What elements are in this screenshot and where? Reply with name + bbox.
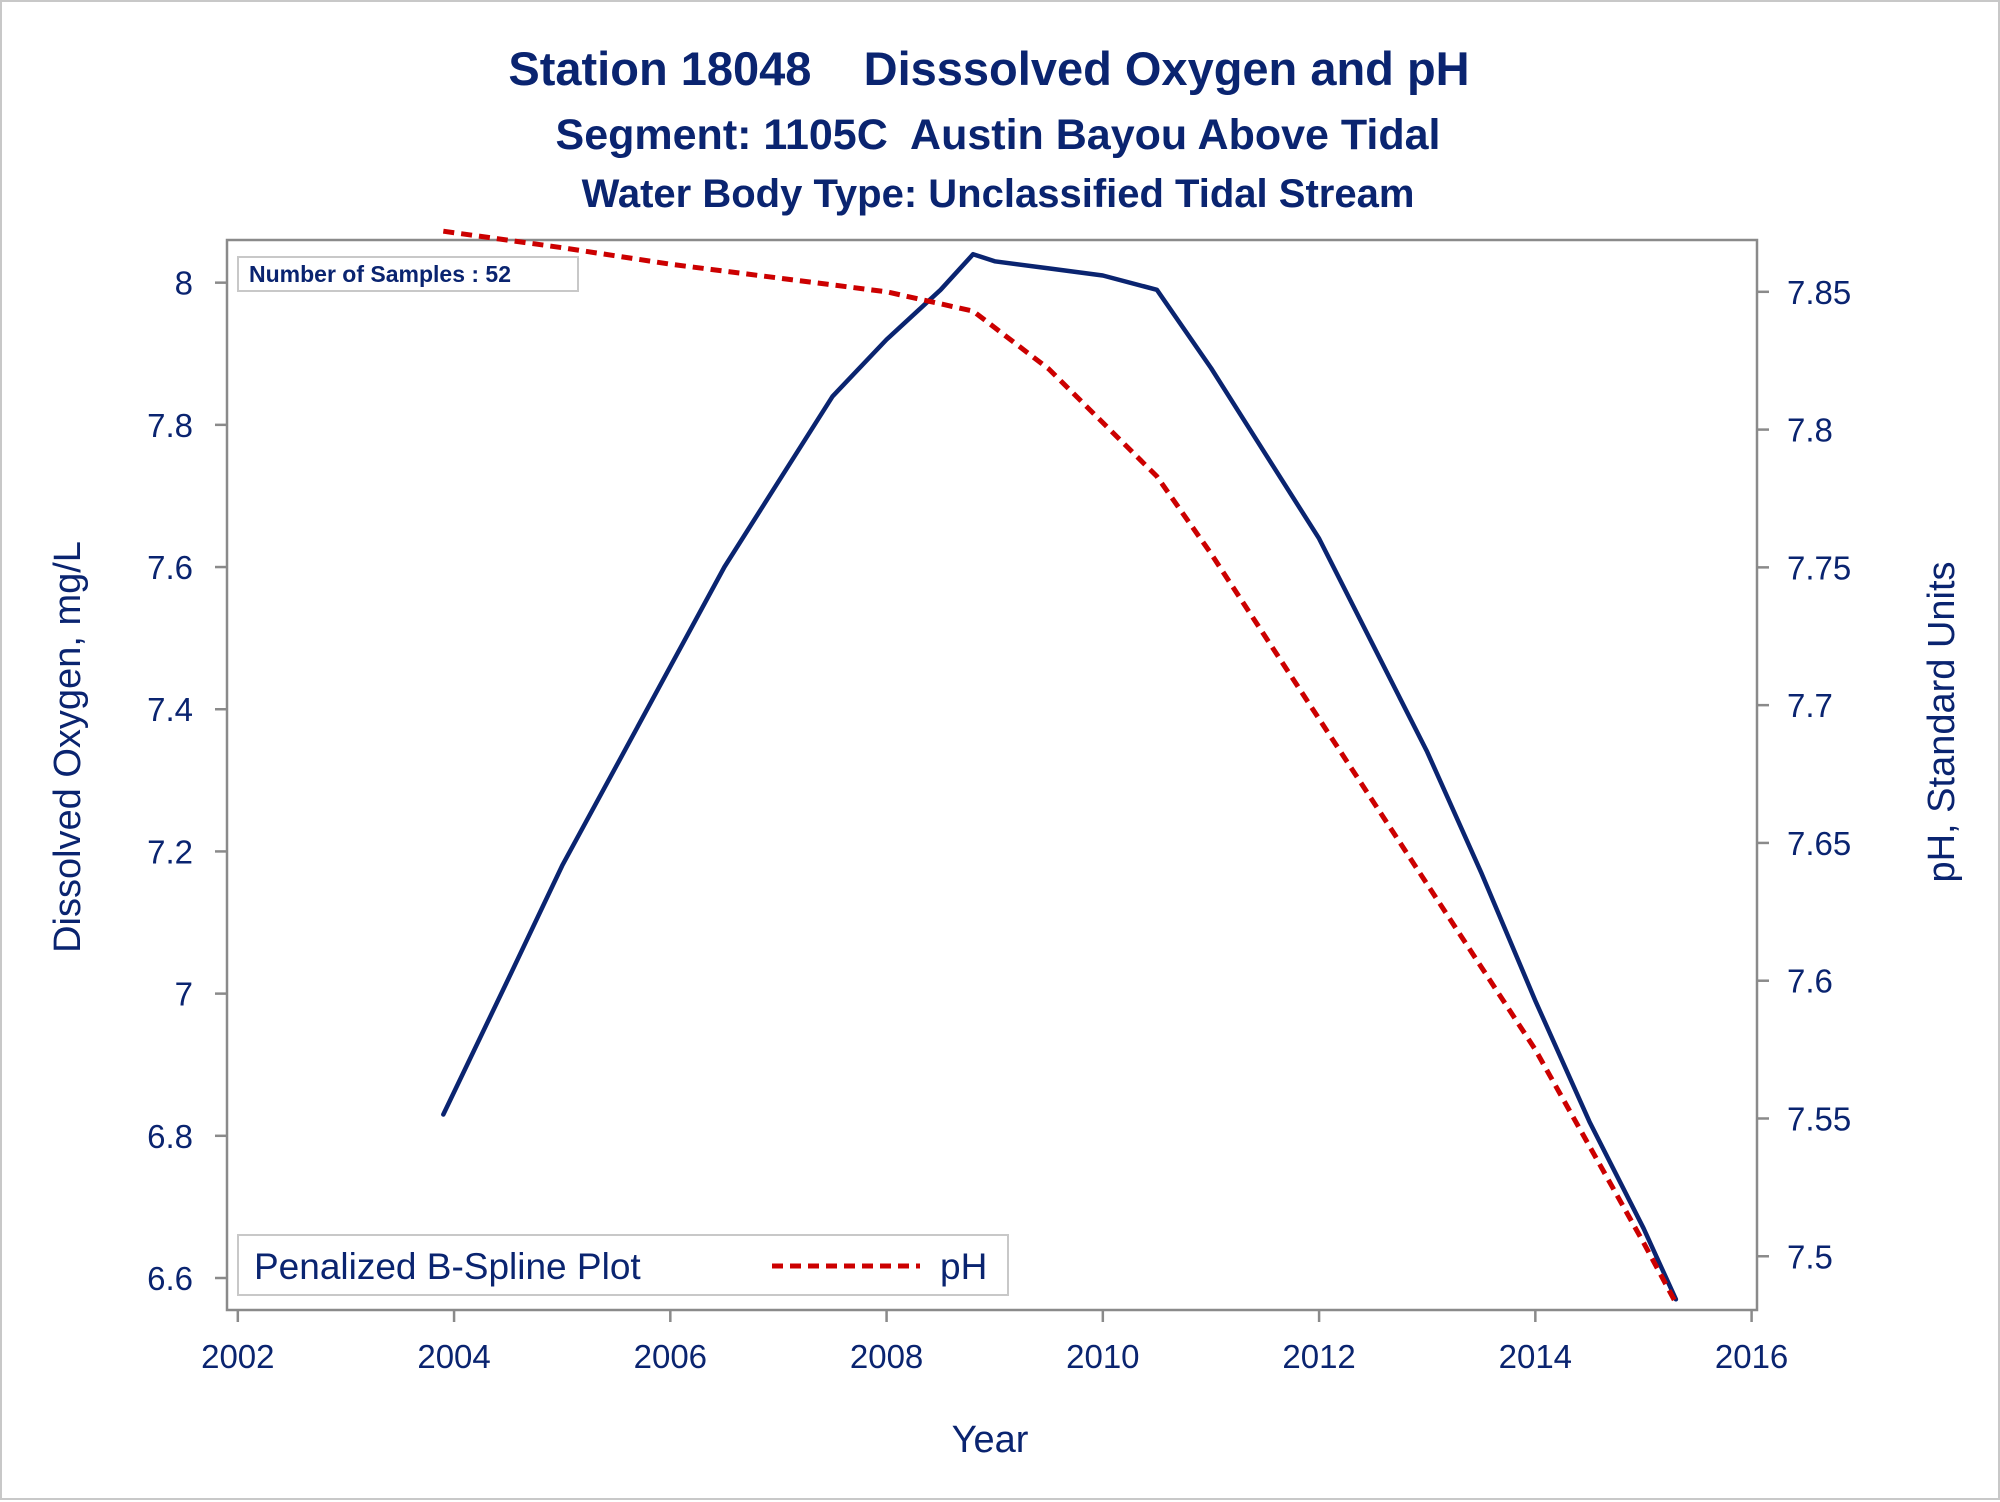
y-tick-label: 7.8 [147, 407, 193, 444]
y-axis-label: Dissolved Oxygen, mg/L [47, 541, 89, 953]
y-tick-label: 7.6 [147, 549, 193, 586]
y2-axis-ticks: 7.5 7.55 7.6 7.65 7.7 7.75 7.8 7.85 [1757, 274, 1851, 1275]
legend-entry-ph: pH [940, 1246, 987, 1287]
chart-subtitle: Segment: 1105C Austin Bayou Above Tidal [556, 111, 1441, 159]
legend: Penalized B-Spline Plot pH [237, 1234, 1009, 1296]
y2-tick-label: 7.65 [1787, 825, 1851, 862]
x-tick-label: 2006 [634, 1338, 707, 1375]
x-tick-label: 2002 [201, 1338, 274, 1375]
x-tick-label: 2010 [1066, 1338, 1139, 1375]
x-tick-label: 2014 [1499, 1338, 1572, 1375]
y2-tick-label: 7.85 [1787, 274, 1851, 311]
x-axis-label: Year [952, 1419, 1029, 1461]
x-tick-label: 2012 [1282, 1338, 1355, 1375]
y-tick-label: 6.8 [147, 1118, 193, 1155]
x-tick-label: 2004 [417, 1338, 490, 1375]
series-layer [441, 228, 1679, 1305]
sample-count-text: Number of Samples : 52 [249, 261, 511, 287]
sample-count-box: Number of Samples : 52 [237, 256, 579, 292]
y-tick-label: 7.4 [147, 691, 193, 728]
dissolved-oxygen-series-line [441, 251, 1679, 1302]
y-axis-ticks: 6.6 6.8 7 7.2 7.4 7.6 7.8 8 [147, 265, 227, 1297]
y-tick-label: 6.6 [147, 1260, 193, 1297]
ph-series-line [442, 228, 1679, 1305]
x-tick-label: 2008 [850, 1338, 923, 1375]
chart-subtitle-2: Water Body Type: Unclassified Tidal Stre… [582, 172, 1415, 216]
x-axis-ticks: 2002 2004 2006 2008 2010 2012 2014 2016 [201, 1310, 1788, 1375]
y2-tick-label: 7.8 [1787, 412, 1833, 449]
y2-tick-label: 7.75 [1787, 549, 1851, 586]
y2-tick-label: 7.6 [1787, 963, 1833, 1000]
x-tick-label: 2016 [1715, 1338, 1788, 1375]
plot-area [225, 238, 1759, 1312]
y-tick-label: 8 [175, 265, 193, 302]
y-tick-label: 7 [175, 976, 193, 1013]
y2-tick-label: 7.55 [1787, 1100, 1851, 1137]
chart-title: Station 18048 Disssolved Oxygen and pH [508, 42, 1469, 95]
y2-tick-label: 7.5 [1787, 1238, 1833, 1275]
legend-title: Penalized B-Spline Plot [254, 1246, 641, 1287]
y2-axis-label: pH, Standard Units [1921, 561, 1963, 882]
sample-count-frame [237, 256, 579, 292]
y2-tick-label: 7.7 [1787, 687, 1833, 724]
y-tick-label: 7.2 [147, 833, 193, 870]
legend-frame [237, 1234, 1009, 1296]
